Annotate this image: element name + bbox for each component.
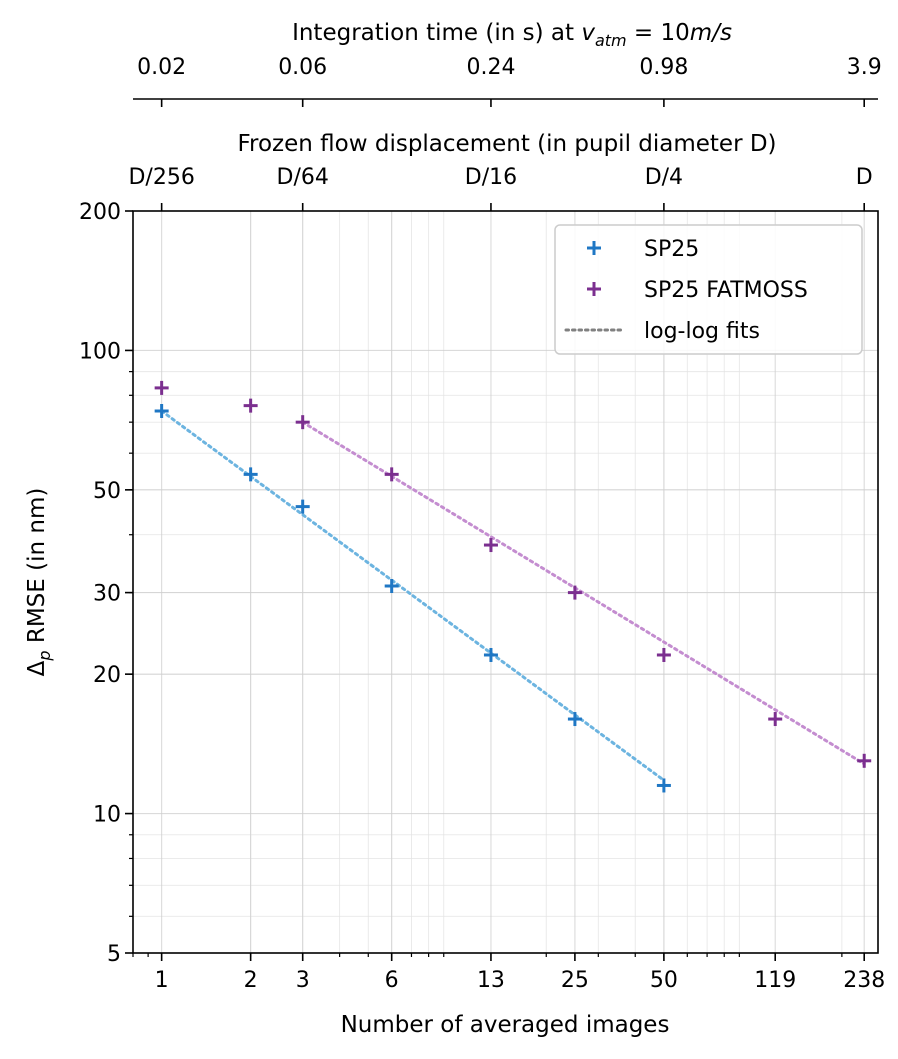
y-tick-label: 10: [93, 803, 121, 828]
data-point: [768, 712, 783, 727]
integration-time-tick-label: 0.24: [466, 55, 515, 80]
legend-entry: SP25 FATMOSS: [587, 278, 808, 303]
y-axis-label: Δp RMSE (in nm): [24, 488, 54, 677]
legend-entry: SP25: [587, 237, 699, 262]
data-point: [295, 415, 310, 430]
legend-label: SP25: [644, 237, 699, 262]
x-tick-label: 1: [155, 968, 169, 993]
data-point: [656, 778, 671, 793]
legend-box: [554, 224, 863, 355]
x-tick-label: 50: [650, 968, 678, 993]
x-tick-label: 238: [843, 968, 885, 993]
frozen-flow-tick-label: D: [856, 165, 873, 190]
frozen-flow-tick-label: D/16: [465, 165, 517, 190]
x-tick-label: 25: [561, 968, 589, 993]
y-tick-label: 100: [79, 339, 121, 364]
integration-time-axis: Integration time (in s) at vatm = 10m/s …: [133, 20, 882, 107]
frozen-flow-tick-label: D/4: [645, 165, 683, 190]
integration-time-tick-label: 0.02: [137, 55, 186, 80]
integration-time-axis-label: Integration time (in s) at vatm = 10m/s: [292, 20, 732, 50]
integration-time-tick-label: 0.06: [278, 55, 327, 80]
y-tick-label: 20: [93, 663, 121, 688]
data-point: [295, 499, 310, 514]
x-axis-label: Number of averaged images: [341, 1012, 670, 1038]
y-tick-label: 5: [107, 942, 121, 967]
legend: SP25 SP25 FATMOSS log-log fits: [554, 224, 863, 355]
legend-label: log-log fits: [644, 319, 760, 344]
data-point: [483, 647, 498, 662]
plot-area: 1 2 3 6 13 25 50 119 238 5 10 20 30 50 100 200: [79, 200, 885, 993]
integration-time-tick-label: 3.9: [847, 55, 882, 80]
data-point: [656, 647, 671, 662]
data-point: [567, 585, 582, 600]
frozen-flow-axis: Frozen flow displacement (in pupil diame…: [128, 131, 873, 211]
fit-line: [301, 420, 866, 766]
frozen-flow-tick-label: D/256: [128, 165, 194, 190]
legend-label: SP25 FATMOSS: [644, 278, 808, 303]
y-tick-label: 50: [93, 479, 121, 504]
y-tick-label: 200: [79, 200, 121, 225]
data-point: [384, 467, 399, 482]
x-tick-label: 6: [385, 968, 399, 993]
x-tick-label: 3: [296, 968, 310, 993]
data-point: [857, 753, 872, 768]
legend-entry: log-log fits: [564, 319, 760, 344]
frozen-flow-tick-label: D/64: [277, 165, 329, 190]
data-point: [384, 579, 399, 594]
data-point: [243, 398, 258, 413]
plot-frame: [132, 210, 879, 954]
data-point: [243, 467, 258, 482]
data-point: [154, 380, 169, 395]
data-point: [567, 712, 582, 727]
frozen-flow-axis-label: Frozen flow displacement (in pupil diame…: [237, 131, 776, 157]
x-tick-label: 2: [244, 968, 258, 993]
data-point: [154, 403, 169, 418]
y-tick-label: 30: [93, 582, 121, 607]
x-tick-label: 13: [477, 968, 505, 993]
x-tick-label: 119: [754, 968, 796, 993]
integration-time-tick-label: 0.98: [639, 55, 688, 80]
data-point: [483, 538, 498, 553]
